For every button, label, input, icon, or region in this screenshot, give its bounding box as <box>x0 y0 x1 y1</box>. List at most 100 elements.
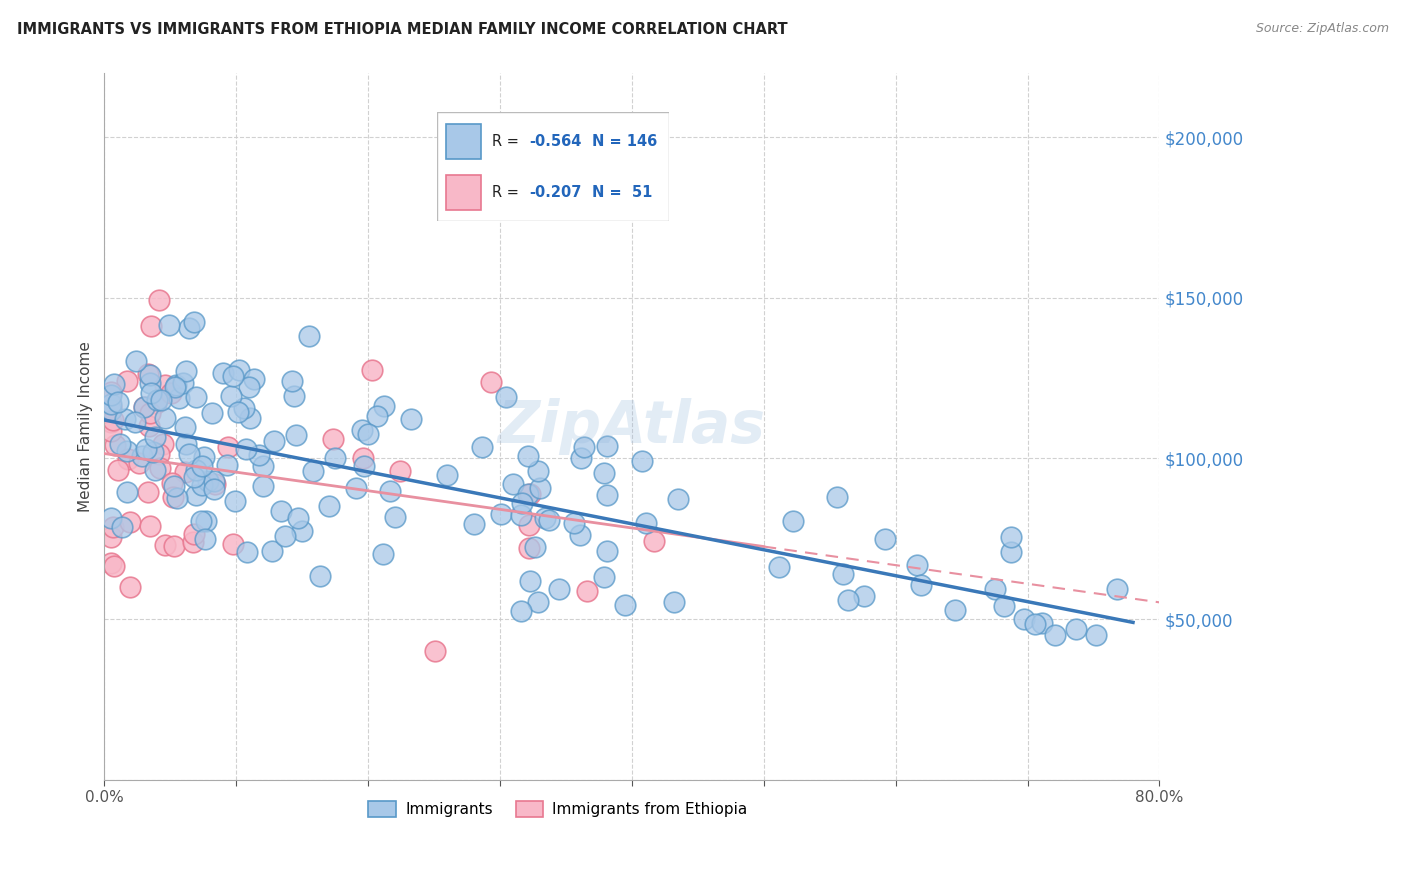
Point <box>176 437 198 451</box>
Point <box>212 366 235 380</box>
Point <box>226 405 249 419</box>
Point <box>252 479 274 493</box>
Point <box>124 415 146 429</box>
Point <box>103 413 125 427</box>
Point <box>120 580 142 594</box>
Point <box>149 393 172 408</box>
Point <box>162 539 184 553</box>
Text: ZipAtlas: ZipAtlas <box>498 398 766 455</box>
Point <box>139 518 162 533</box>
Point <box>131 449 153 463</box>
Point <box>596 543 619 558</box>
Point <box>517 518 540 533</box>
Point <box>114 412 136 426</box>
Point <box>100 530 122 544</box>
Point <box>153 378 176 392</box>
Point <box>662 595 685 609</box>
Point <box>160 386 183 401</box>
Point <box>519 487 541 501</box>
Point <box>643 533 665 548</box>
Point <box>217 440 239 454</box>
Point <box>191 458 214 473</box>
Point <box>357 426 380 441</box>
Point <box>852 590 875 604</box>
Point <box>184 463 207 477</box>
Point <box>666 492 689 507</box>
Point <box>252 458 274 473</box>
Point <box>139 368 162 382</box>
Point <box>479 375 502 389</box>
Point <box>107 462 129 476</box>
Point <box>592 466 614 480</box>
Point <box>103 559 125 574</box>
Point <box>1014 612 1036 626</box>
Point <box>146 393 169 408</box>
Point <box>215 458 238 472</box>
Point <box>100 384 122 399</box>
Point <box>183 315 205 329</box>
Point <box>111 520 134 534</box>
Point <box>174 420 197 434</box>
Point <box>263 434 285 448</box>
Point <box>166 491 188 505</box>
Point <box>193 450 215 464</box>
Point <box>309 569 332 583</box>
Point <box>301 464 323 478</box>
Point <box>905 558 928 572</box>
Point <box>291 524 314 538</box>
Point <box>423 644 446 658</box>
Point <box>100 510 122 524</box>
Point <box>136 368 159 382</box>
Point <box>132 400 155 414</box>
Point <box>360 363 382 377</box>
Point <box>831 567 853 582</box>
Point <box>139 385 162 400</box>
Point <box>631 454 654 468</box>
Point <box>281 374 304 388</box>
Point <box>162 490 184 504</box>
Point <box>139 406 162 420</box>
Point <box>169 392 191 406</box>
Point <box>183 470 205 484</box>
Point <box>495 391 517 405</box>
Point <box>115 443 138 458</box>
Point <box>177 447 200 461</box>
Point <box>152 437 174 451</box>
Point <box>136 485 159 500</box>
Point <box>825 490 848 504</box>
Point <box>235 442 257 456</box>
Point <box>157 318 180 333</box>
Point <box>512 496 534 510</box>
Point <box>569 451 592 466</box>
Point <box>145 430 167 444</box>
Point <box>943 602 966 616</box>
Point <box>115 374 138 388</box>
Point <box>163 380 186 394</box>
Point <box>322 432 344 446</box>
Point <box>534 511 557 525</box>
Point <box>593 570 616 584</box>
Point <box>284 427 307 442</box>
Point <box>162 478 184 492</box>
Point <box>318 499 340 513</box>
Point <box>118 515 141 529</box>
Point <box>142 444 165 458</box>
Point <box>149 460 172 475</box>
Point <box>202 482 225 496</box>
Point <box>221 536 243 550</box>
Point <box>100 400 122 414</box>
Point <box>139 318 162 333</box>
Point <box>350 423 373 437</box>
Point <box>782 514 804 528</box>
Point <box>138 418 160 433</box>
Point <box>298 328 321 343</box>
Point <box>568 528 591 542</box>
Point <box>274 529 297 543</box>
Point <box>148 293 170 307</box>
Point <box>378 483 401 498</box>
Point <box>117 452 139 467</box>
Point <box>1064 622 1087 636</box>
Y-axis label: Median Family Income: Median Family Income <box>79 341 93 512</box>
Point <box>517 487 540 501</box>
Point <box>194 514 217 528</box>
